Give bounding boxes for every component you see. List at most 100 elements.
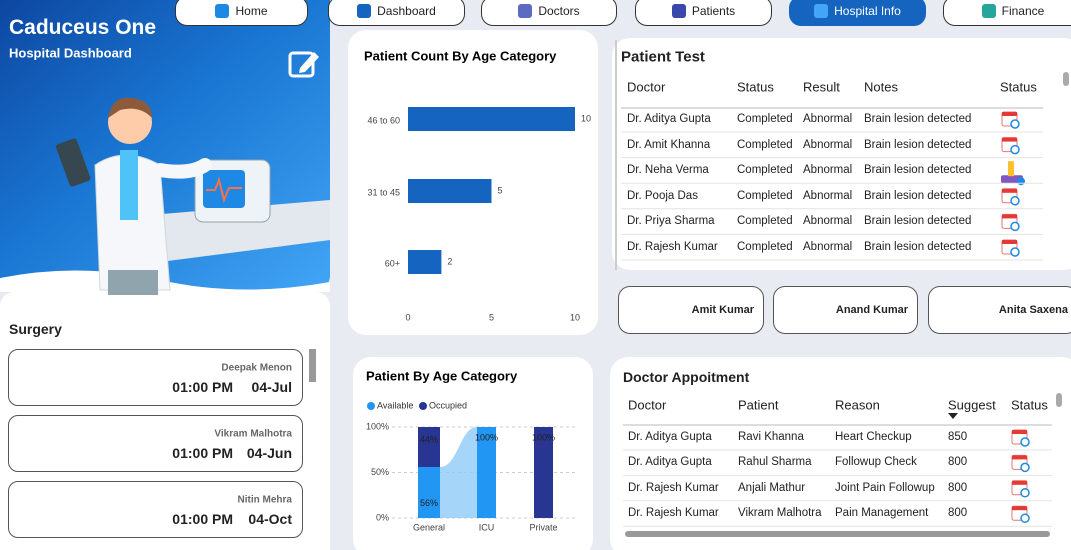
scrollbar[interactable] xyxy=(1063,72,1069,86)
nav-icon xyxy=(814,4,829,18)
nav-icon xyxy=(215,4,230,18)
surgery-card[interactable] xyxy=(8,349,303,406)
table-cell: Dr. Rajesh Kumar xyxy=(627,241,718,253)
column-header: Patient xyxy=(738,397,779,413)
table-cell: Brain lesion detected xyxy=(864,138,972,151)
column-header: Doctor xyxy=(627,79,666,95)
table-cell: Dr. Pooja Das xyxy=(627,189,698,202)
nav-label: Home xyxy=(235,4,268,18)
table-cell: Joint Pain Followup xyxy=(835,481,935,494)
table-cell: Anjali Mathur xyxy=(738,481,806,494)
table-cell: Heart Checkup xyxy=(835,431,912,443)
bar-chart-panel xyxy=(348,30,598,335)
appointment-panel xyxy=(610,357,1071,550)
doctor-card[interactable] xyxy=(773,286,918,334)
h-scrollbar[interactable] xyxy=(625,531,1050,537)
table-cell: Completed xyxy=(737,164,793,177)
column-header: Status xyxy=(1000,79,1037,95)
nav-button[interactable]: Dashboard xyxy=(328,0,465,26)
table-cell: Dr. Amit Khanna xyxy=(627,138,711,151)
scrollbar[interactable] xyxy=(1056,393,1062,407)
doctor-card[interactable] xyxy=(928,286,1071,334)
nav-icon xyxy=(671,4,686,18)
column-header: Status xyxy=(737,79,774,95)
table-cell: Dr. Aditya Gupta xyxy=(627,113,711,125)
table-cell: Abnormal xyxy=(803,113,853,125)
table-cell: Brain lesion detected xyxy=(864,189,972,202)
surgery-name: Nitin Mehra xyxy=(237,494,292,506)
table-cell: Dr. Aditya Gupta xyxy=(628,456,712,469)
table-cell: Completed xyxy=(737,241,793,253)
table-cell: Dr. Neha Verma xyxy=(627,164,709,177)
nav-label: Patients xyxy=(691,4,736,18)
table-cell: Completed xyxy=(737,138,793,151)
table-cell: Abnormal xyxy=(803,215,853,228)
column-header: Result xyxy=(803,79,840,95)
table-cell: Followup Check xyxy=(835,456,917,469)
surgery-card[interactable] xyxy=(8,481,303,538)
table-cell: Abnormal xyxy=(803,164,853,177)
table-cell: Dr. Aditya Gupta xyxy=(628,431,712,443)
table-cell: 800 xyxy=(948,507,968,520)
table-cell: Brain lesion detected xyxy=(864,113,972,125)
table-cell: Dr. Priya Sharma xyxy=(627,215,715,228)
table-cell: Dr. Rajesh Kumar xyxy=(628,507,719,520)
column-header: Reason xyxy=(835,397,880,413)
table-cell: Abnormal xyxy=(803,189,853,202)
table-title: Patient Test xyxy=(621,48,705,66)
doctor-name: Anita Saxena xyxy=(998,304,1068,316)
table-cell: Abnormal xyxy=(803,138,853,151)
stacked-chart-panel xyxy=(353,357,593,550)
table-cell: Pain Management xyxy=(835,507,929,520)
doctor-card[interactable] xyxy=(618,286,764,334)
table-cell: 800 xyxy=(948,456,968,469)
table-cell: Vikram Malhotra xyxy=(738,507,822,520)
table-cell: Completed xyxy=(737,189,793,202)
app-subtitle: Hospital Dashboard xyxy=(9,45,132,61)
hero-panel xyxy=(0,0,330,290)
table-cell: 850 xyxy=(948,431,968,443)
table-cell: Brain lesion detected xyxy=(864,241,972,253)
surgery-time: 01:00 PM xyxy=(172,379,233,395)
surgery-date: 04-Jun xyxy=(246,445,292,461)
doctor-name: Amit Kumar xyxy=(691,304,754,316)
surgery-date: 04-Oct xyxy=(248,511,292,527)
nav-button[interactable]: Doctors xyxy=(481,0,617,26)
table-cell: Ravi Khanna xyxy=(738,431,804,443)
table-cell: 800 xyxy=(948,481,968,494)
table-cell: Brain lesion detected xyxy=(864,215,972,228)
column-header: Notes xyxy=(864,79,898,95)
nav-label: Finance xyxy=(1001,4,1045,18)
nav-button[interactable]: Hospital Info xyxy=(789,0,926,26)
surgery-name: Vikram Malhotra xyxy=(214,428,292,440)
nav-button[interactable]: Finance xyxy=(943,0,1071,26)
scrollbar[interactable] xyxy=(309,349,316,382)
table-cell: Dr. Rajesh Kumar xyxy=(628,481,719,494)
nav-button[interactable]: Home xyxy=(175,0,308,26)
column-header: Suggest xyxy=(948,397,996,413)
column-header: Doctor xyxy=(628,397,667,413)
surgery-time: 01:00 PM xyxy=(172,511,233,527)
surgery-title: Surgery xyxy=(9,321,62,337)
doctor-name: Anand Kumar xyxy=(835,304,908,316)
surgery-time: 01:00 PM xyxy=(172,445,233,461)
nav-label: Doctors xyxy=(538,4,580,18)
nav-icon xyxy=(357,4,372,18)
surgery-name: Deepak Menon xyxy=(221,362,292,374)
table-cell: Rahul Sharma xyxy=(738,456,812,469)
nav-button[interactable]: Patients xyxy=(635,0,772,26)
table-cell: Abnormal xyxy=(803,241,853,253)
nav-label: Dashboard xyxy=(377,4,436,18)
table-cell: Brain lesion detected xyxy=(864,164,972,177)
app-title: Caduceus One xyxy=(9,16,157,39)
divider xyxy=(615,40,617,270)
surgery-date: 04-Jul xyxy=(251,379,292,395)
table-title: Doctor Appoitment xyxy=(623,369,750,385)
patient-test-panel xyxy=(612,38,1071,270)
surgery-card[interactable] xyxy=(8,415,303,472)
nav-label: Hospital Info xyxy=(834,4,901,18)
column-header: Status xyxy=(1011,397,1048,413)
table-cell: Completed xyxy=(737,215,793,228)
nav-icon xyxy=(518,4,533,18)
